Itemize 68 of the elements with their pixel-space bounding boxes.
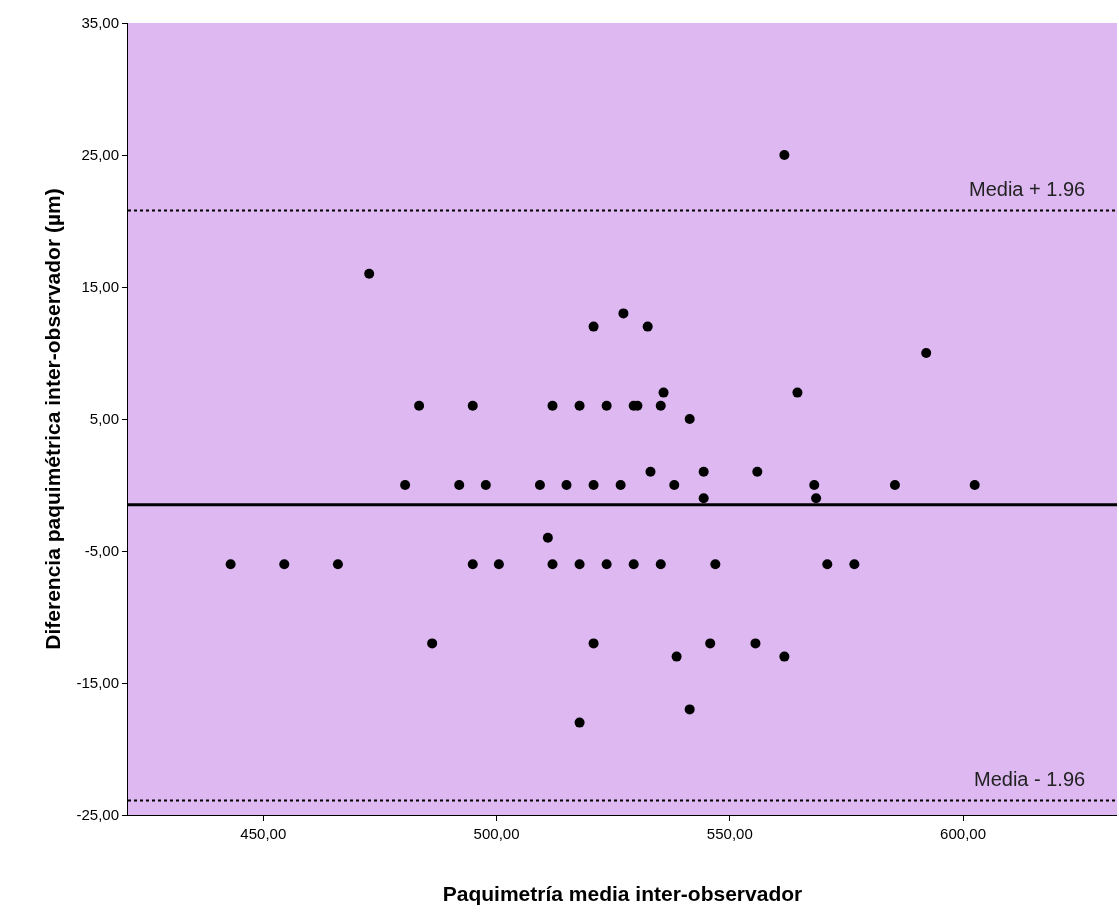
point [588, 638, 599, 649]
point [574, 559, 585, 570]
point [655, 400, 666, 411]
point [588, 321, 599, 332]
point [279, 559, 290, 570]
point [615, 480, 626, 490]
point [921, 348, 932, 358]
y-tick-label: -15,00 [76, 674, 119, 692]
y-tick-label: -25,00 [76, 806, 119, 824]
y-tick-label: 15,00 [81, 278, 119, 296]
point [225, 559, 236, 570]
x-axis-title: Paquimetría media inter-observador [442, 882, 803, 906]
point [493, 559, 504, 570]
point [669, 480, 680, 490]
point [454, 480, 465, 490]
point [364, 268, 375, 279]
point [534, 480, 545, 490]
point [889, 480, 900, 490]
point [752, 466, 763, 477]
x-tick-label: 550,00 [706, 825, 753, 842]
point [969, 480, 980, 490]
point [467, 400, 478, 411]
point [574, 400, 585, 411]
y-tick-label: 5,00 [89, 410, 119, 428]
y-tick-label: -5,00 [84, 542, 119, 560]
y-axis-title: Diferencia paquimétrica inter-observador (µm) [40, 188, 64, 650]
point [601, 559, 612, 570]
point [779, 651, 790, 662]
point [684, 414, 695, 424]
point [574, 717, 585, 728]
point [467, 559, 478, 570]
point [427, 638, 438, 649]
y-tick-label: 25,00 [81, 146, 119, 164]
point [809, 480, 820, 490]
point [601, 400, 612, 411]
x-tick-label: 500,00 [473, 825, 520, 842]
point [705, 638, 716, 649]
point [684, 704, 695, 715]
point [547, 559, 558, 570]
point [645, 466, 656, 477]
point [698, 466, 709, 477]
point [779, 150, 790, 160]
point [822, 559, 833, 570]
point [655, 559, 666, 570]
ref-line-label: Media + 1.96 [969, 178, 1086, 200]
ref-line-label: Media - 1.96 [974, 768, 1086, 790]
point [671, 651, 682, 662]
point [628, 559, 639, 570]
x-tick-label: 450,00 [240, 825, 287, 842]
point [332, 559, 343, 570]
x-tick-label: 600,00 [940, 825, 986, 842]
point [849, 559, 860, 570]
point [542, 532, 553, 543]
point [414, 400, 425, 411]
point [792, 387, 803, 398]
point [710, 559, 721, 570]
point [547, 400, 558, 411]
point [698, 493, 709, 504]
point [400, 480, 411, 490]
point [811, 493, 822, 504]
point [618, 308, 629, 319]
y-tick-label: 35,00 [81, 14, 119, 32]
point [480, 480, 491, 490]
point [588, 480, 599, 490]
point [561, 480, 572, 490]
point [642, 321, 653, 332]
point [750, 638, 761, 649]
point [658, 387, 669, 398]
